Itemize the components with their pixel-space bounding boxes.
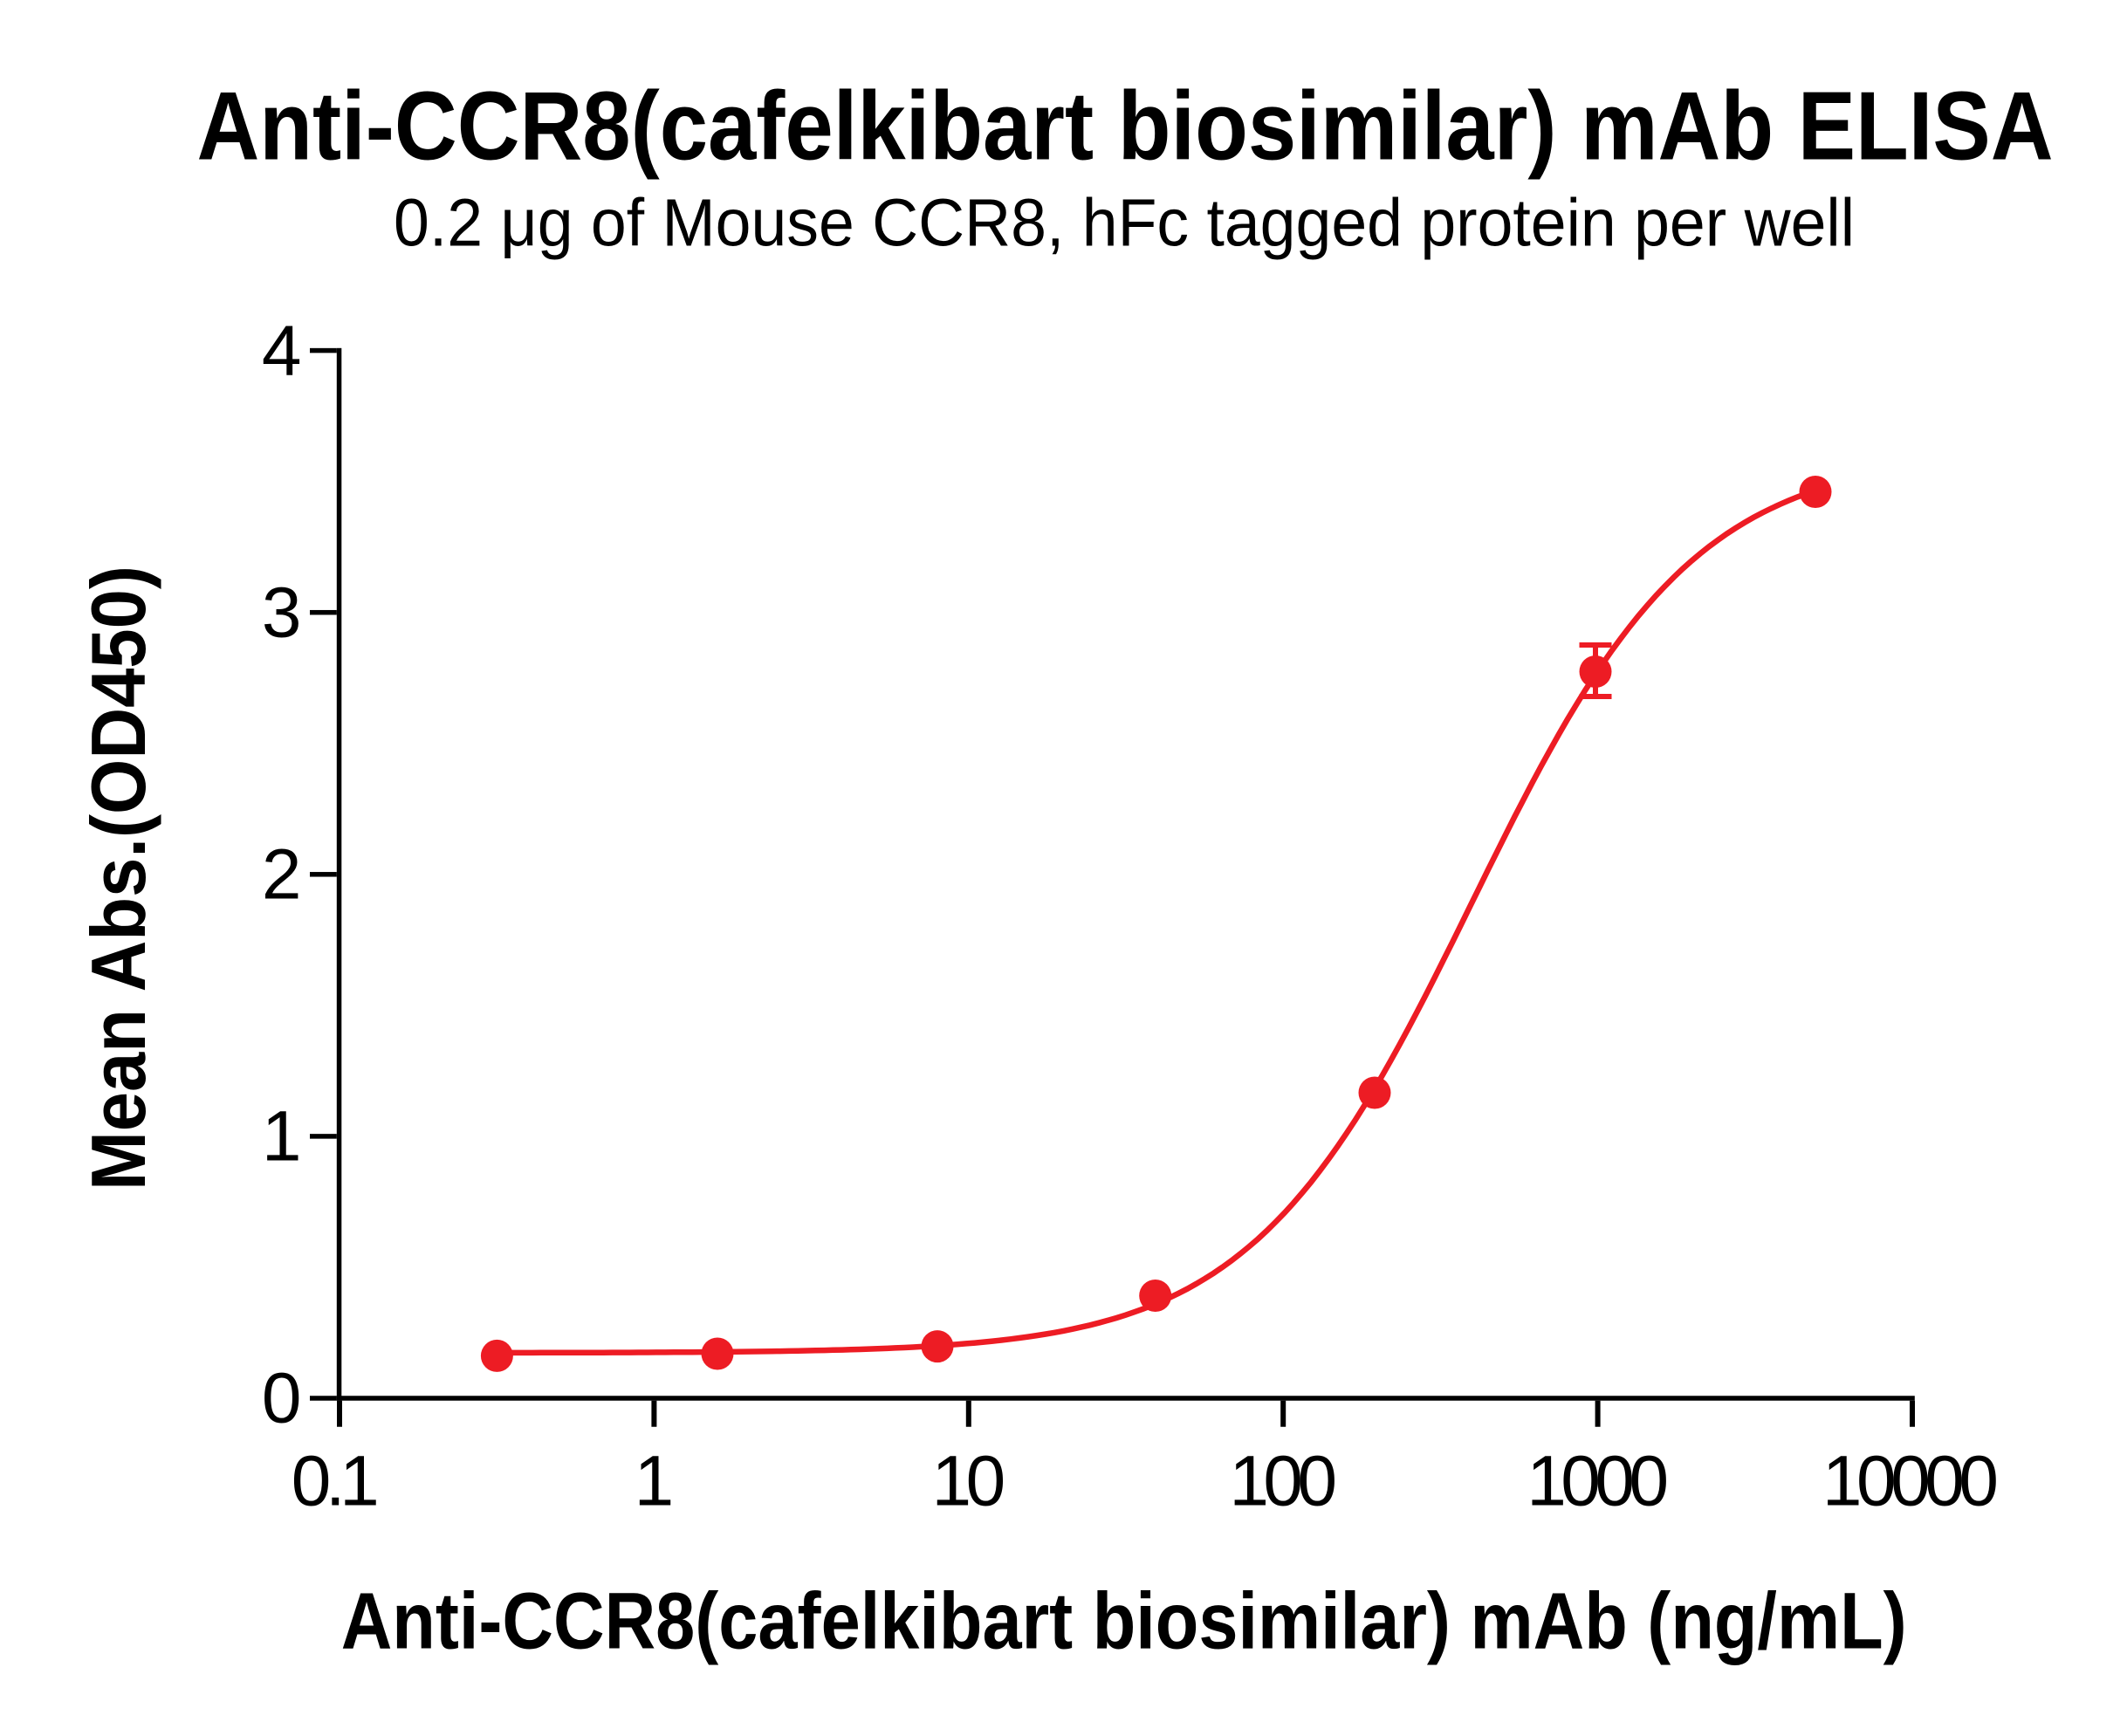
svg-text:3: 3 [262,573,302,652]
svg-text:Anti-CCR8(cafelkibart biosimil: Anti-CCR8(cafelkibart biosimilar) mAb (n… [341,1577,1907,1666]
svg-text:1: 1 [635,1441,675,1520]
svg-text:0: 0 [262,1359,302,1438]
svg-text:Mean Abs.(OD450): Mean Abs.(OD450) [75,566,161,1190]
svg-text:100: 100 [1229,1441,1335,1520]
svg-text:10: 10 [931,1441,1003,1520]
svg-text:1000: 1000 [1527,1441,1666,1520]
svg-text:Anti-CCR8(cafelkibart biosimil: Anti-CCR8(cafelkibart biosimilar) mAb EL… [197,72,2054,181]
svg-text:0.2 μg of Mouse CCR8, hFc tagg: 0.2 μg of Mouse CCR8, hFc tagged protein… [394,186,1855,261]
svg-text:0.1: 0.1 [292,1441,376,1520]
svg-text:10000: 10000 [1822,1441,1996,1520]
svg-text:4: 4 [262,311,302,390]
svg-text:2: 2 [262,835,302,915]
svg-text:1: 1 [262,1097,302,1177]
